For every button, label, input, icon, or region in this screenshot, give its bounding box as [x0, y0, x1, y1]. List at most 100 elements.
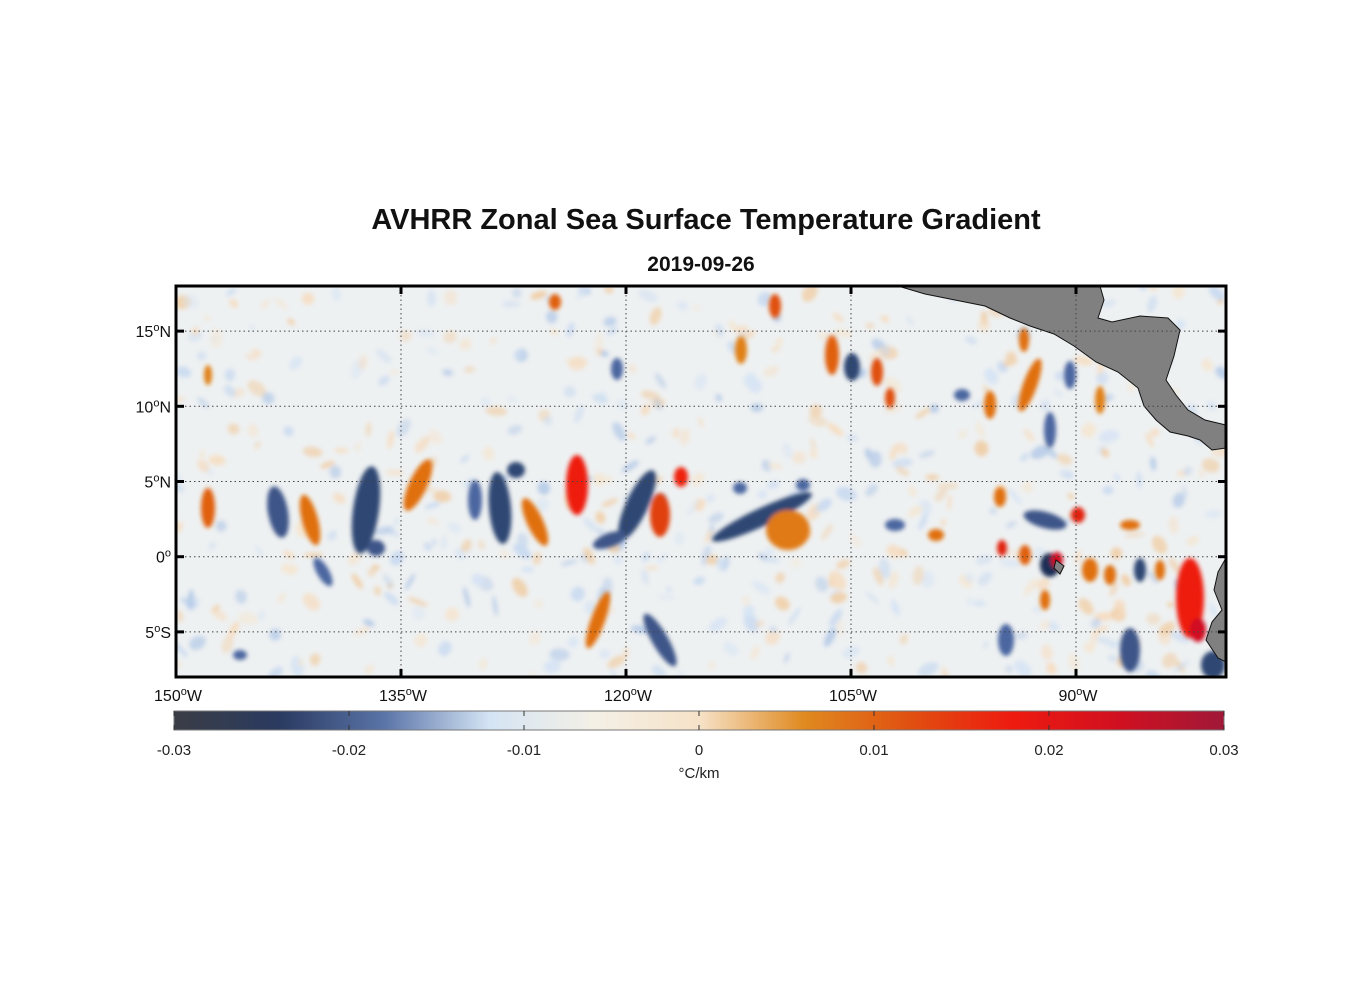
- texture-blob: [742, 605, 755, 617]
- texture-blob: [972, 600, 987, 607]
- texture-blob: [1172, 492, 1185, 508]
- cold-front-feature: [618, 470, 656, 540]
- texture-blob: [918, 450, 935, 459]
- cold-front-feature: [712, 492, 812, 542]
- texture-blob: [560, 559, 578, 566]
- warm-front-feature: [299, 494, 321, 546]
- texture-blob: [606, 327, 618, 335]
- texture-blob: [782, 442, 793, 459]
- texture-blob: [766, 480, 780, 489]
- texture-blob: [373, 585, 382, 596]
- texture-blob: [656, 553, 668, 564]
- texture-blob: [482, 446, 495, 461]
- texture-blob: [459, 338, 472, 351]
- colorbar-tick-label: -0.01: [507, 742, 541, 759]
- texture-blob: [390, 369, 399, 375]
- texture-blob: [528, 631, 541, 646]
- texture-blob: [255, 545, 264, 557]
- texture-blob: [327, 530, 337, 541]
- texture-blob: [404, 573, 416, 591]
- texture-blob: [1109, 582, 1119, 597]
- texture-blob: [615, 398, 629, 411]
- texture-blob: [583, 547, 595, 565]
- texture-blob: [722, 641, 739, 656]
- texture-blob: [364, 664, 375, 674]
- texture-blob: [444, 290, 457, 306]
- warm-front-feature: [994, 487, 1006, 507]
- texture-blob: [428, 429, 443, 445]
- texture-blob: [921, 571, 935, 588]
- texture-blob: [653, 397, 663, 411]
- texture-blob: [601, 498, 619, 508]
- texture-blob: [1039, 620, 1051, 630]
- warm-front-feature: [1019, 545, 1031, 565]
- cold-front-feature: [233, 650, 247, 660]
- texture-blob: [715, 323, 724, 338]
- texture-blob: [512, 349, 523, 360]
- texture-blob: [649, 307, 662, 326]
- longitude-tick-label: 120oW: [604, 686, 653, 705]
- texture-blob: [802, 286, 818, 302]
- texture-blob: [677, 300, 688, 311]
- cold-front-feature: [1064, 361, 1076, 389]
- texture-blob: [415, 329, 435, 338]
- texture-blob: [925, 474, 940, 481]
- texture-blob: [889, 443, 899, 461]
- texture-blob: [1147, 571, 1159, 584]
- texture-blob: [1005, 665, 1013, 674]
- texture-blob: [638, 289, 658, 303]
- texture-blob: [769, 626, 778, 633]
- texture-blob: [1081, 422, 1096, 438]
- latitude-tick-label: 10oN: [136, 397, 171, 416]
- colorbar-tick-label: -0.03: [157, 742, 191, 759]
- texture-blob: [1121, 574, 1131, 587]
- warm-front-feature: [1071, 507, 1085, 523]
- texture-blob: [936, 482, 959, 490]
- texture-blob: [674, 531, 685, 546]
- texture-blob: [599, 649, 611, 659]
- warm-front-feature: [871, 358, 883, 386]
- texture-blob: [227, 621, 240, 639]
- texture-blob: [934, 488, 947, 502]
- texture-blob: [686, 500, 700, 516]
- texture-blob: [628, 363, 637, 374]
- texture-blob: [821, 524, 833, 541]
- cold-front-feature: [488, 472, 512, 544]
- texture-blob: [775, 337, 783, 347]
- texture-blob: [447, 522, 462, 534]
- texture-blob: [267, 666, 283, 677]
- texture-blob: [827, 423, 844, 437]
- texture-blob: [414, 633, 428, 648]
- warm-front-feature: [521, 498, 549, 546]
- texture-blob: [855, 662, 868, 674]
- texture-blob: [974, 440, 989, 457]
- texture-blob: [412, 606, 426, 620]
- texture-blob: [606, 607, 616, 616]
- texture-blob: [865, 483, 878, 497]
- texture-blob: [868, 450, 882, 468]
- texture-blob: [1204, 509, 1222, 519]
- galapagos-island: [1053, 559, 1065, 575]
- texture-blob: [1175, 319, 1186, 330]
- texture-blob: [808, 414, 828, 427]
- texture-blob: [1007, 488, 1022, 505]
- texture-blob: [543, 659, 562, 674]
- texture-blob: [765, 628, 781, 645]
- texture-blob: [1039, 399, 1051, 411]
- warm-front-feature: [650, 493, 670, 537]
- texture-blob: [427, 289, 436, 307]
- warm-front-feature: [403, 459, 433, 511]
- texture-blob: [189, 635, 206, 650]
- texture-blob: [912, 566, 924, 585]
- texture-blob: [460, 454, 470, 463]
- texture-blob: [868, 349, 883, 360]
- texture-blob: [818, 332, 829, 340]
- cold-front-feature: [796, 479, 810, 491]
- texture-blob: [1023, 578, 1038, 596]
- texture-blob: [254, 441, 261, 450]
- texture-blob: [1042, 444, 1058, 459]
- texture-blob: [196, 351, 207, 361]
- texture-blob: [907, 505, 923, 518]
- texture-blob: [1202, 458, 1220, 473]
- texture-blob: [1098, 429, 1120, 443]
